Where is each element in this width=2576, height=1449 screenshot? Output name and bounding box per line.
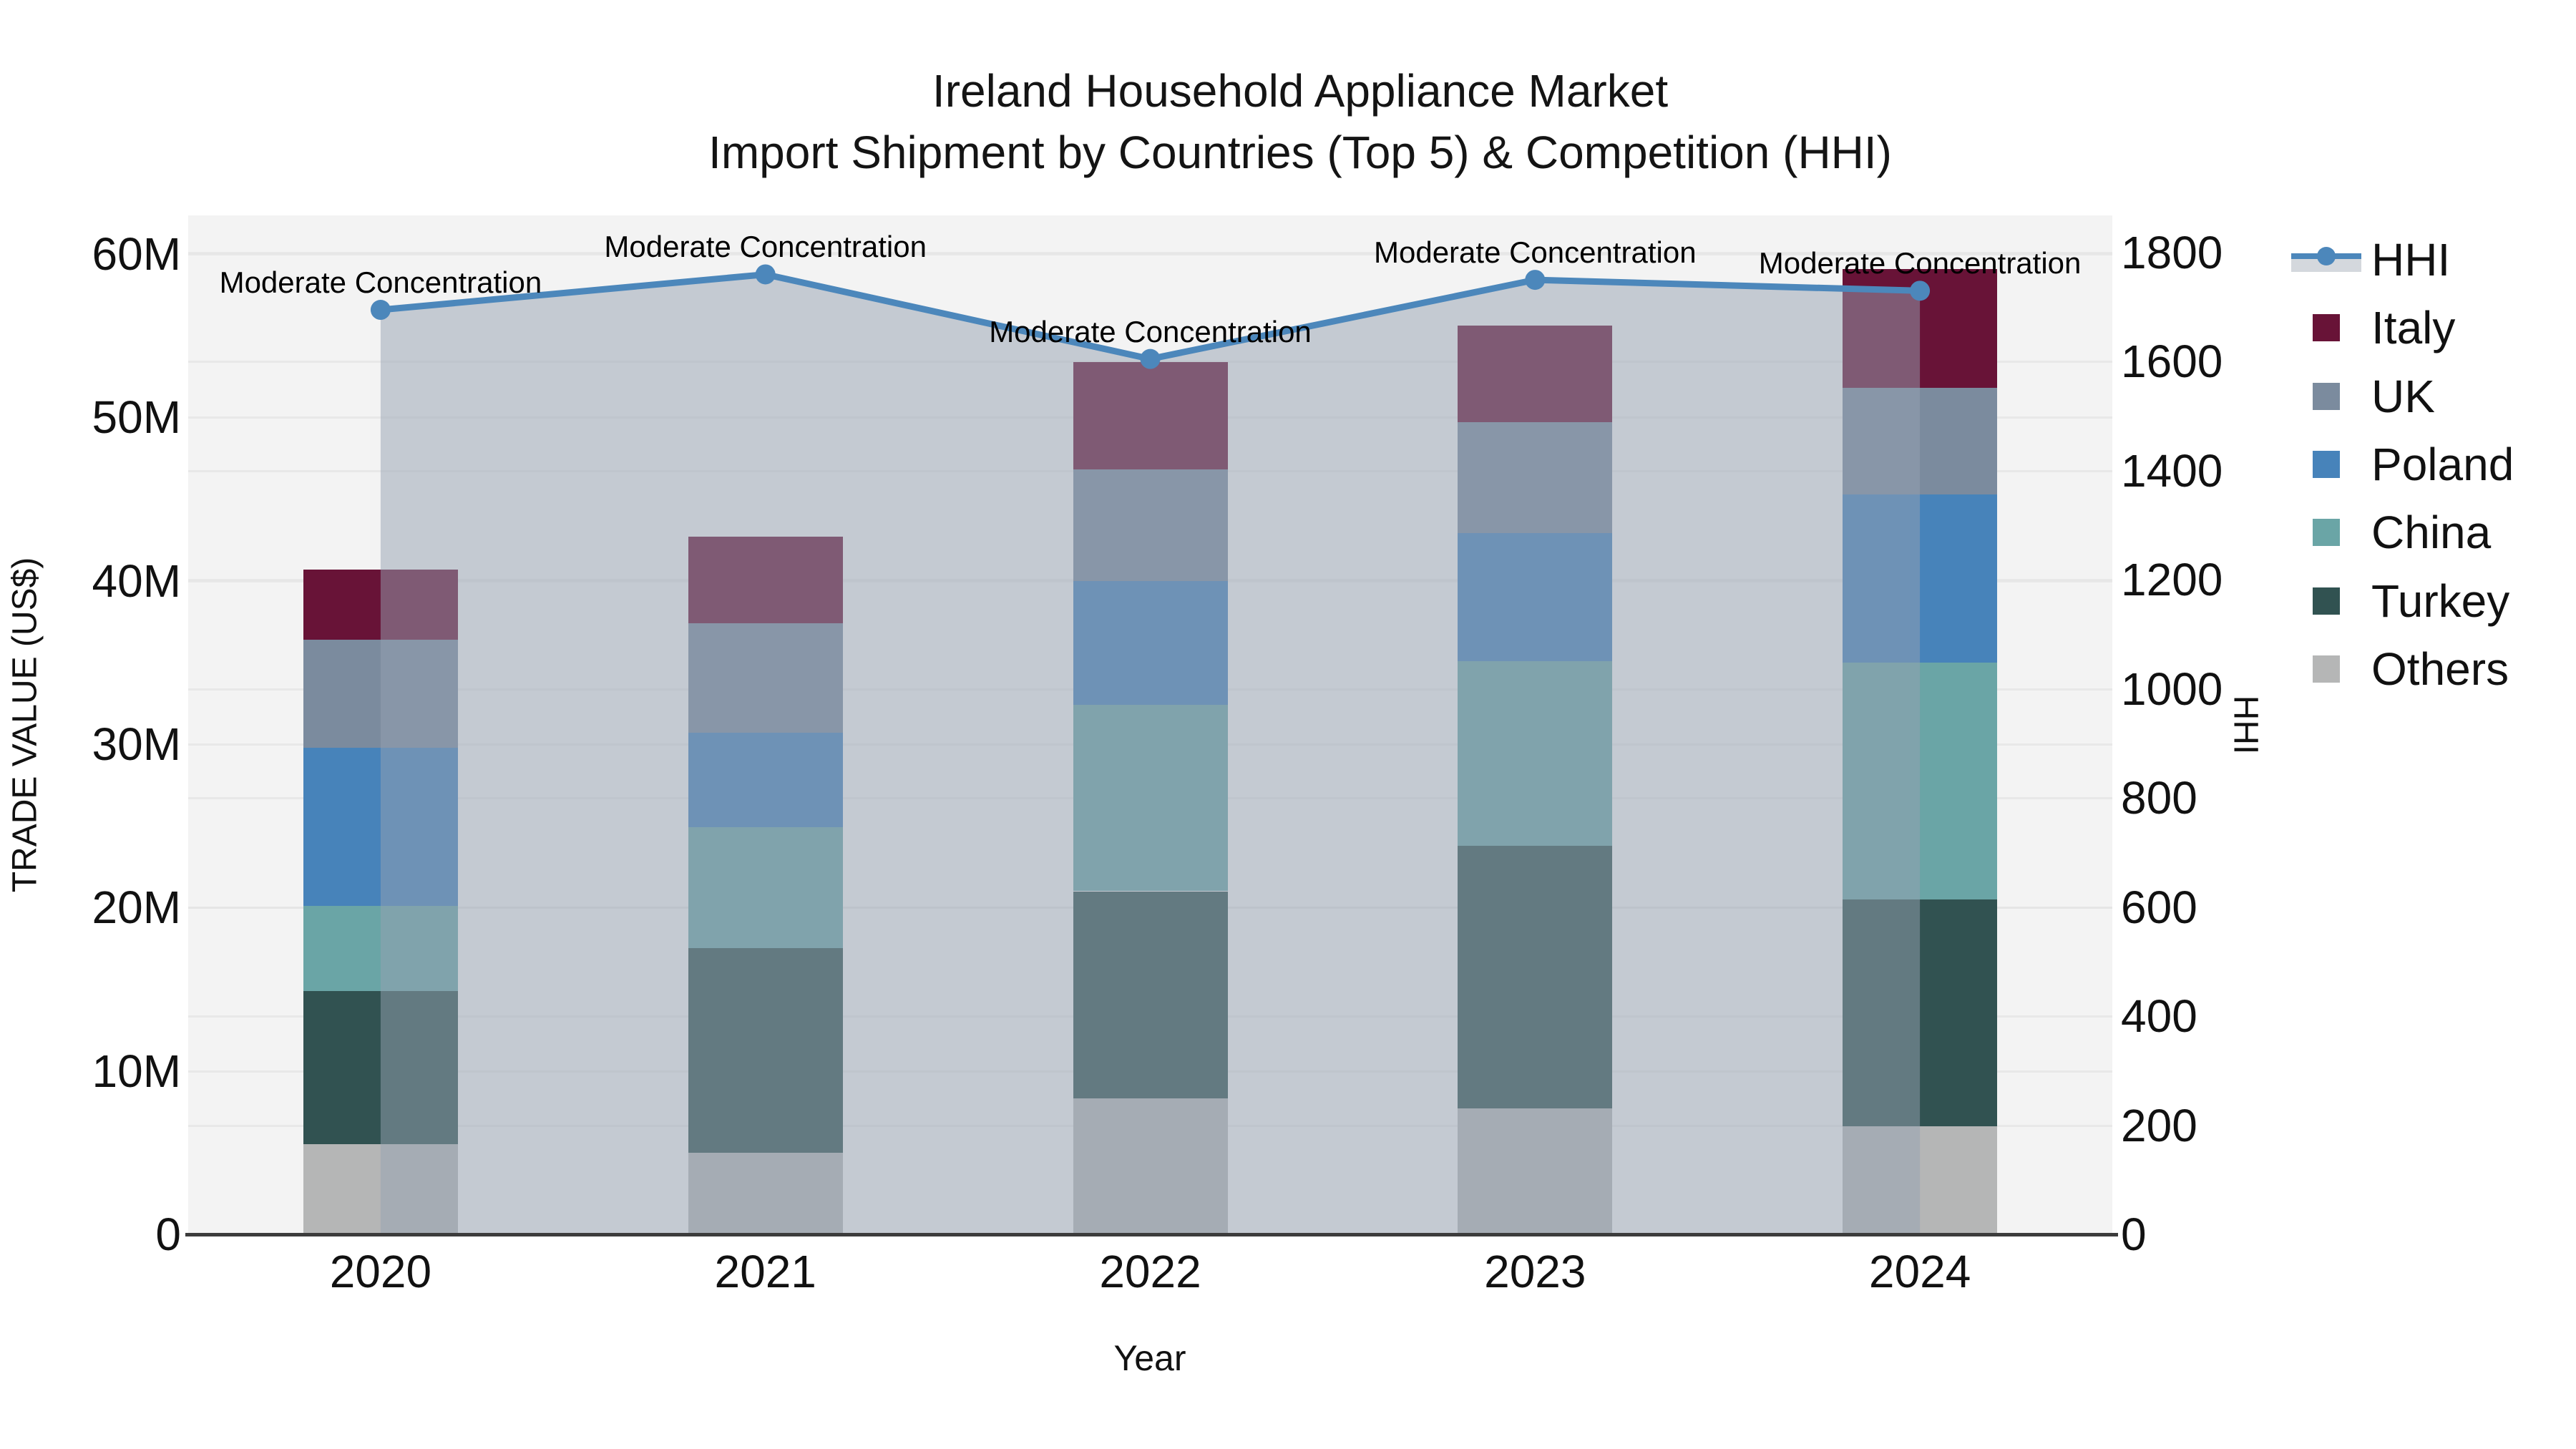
hhi-marker-2023[interactable]: HHI 2023: 1750 bbox=[1525, 270, 1546, 291]
y-left-tick-label: 60M bbox=[92, 228, 182, 280]
annotation-2021: Moderate Concentration bbox=[604, 230, 927, 264]
hhi-marker-2021[interactable]: HHI 2021: 1760 bbox=[755, 264, 776, 285]
y-left-tick-label: 30M bbox=[92, 718, 182, 770]
hhi-marker-2024[interactable]: HHI 2024: 1730 bbox=[1910, 280, 1931, 301]
y-right-tick-label: 400 bbox=[2121, 990, 2197, 1043]
annotation-2024: Moderate Concentration bbox=[1758, 246, 2082, 280]
legend-item-label: Poland bbox=[2371, 438, 2514, 490]
x-tick-2022: 2022 bbox=[1099, 1246, 1201, 1297]
x-axis-line bbox=[185, 1233, 2118, 1236]
gridline-trade-value bbox=[188, 253, 2112, 255]
legend-item-uk[interactable]: UK bbox=[2313, 374, 2435, 419]
legend-item-china[interactable]: China bbox=[2313, 509, 2491, 555]
y-right-tick-label: 1800 bbox=[2121, 227, 2223, 278]
y-right-tick-label: 1400 bbox=[2121, 444, 2223, 497]
y-axis-right-title: HHI bbox=[2226, 695, 2265, 755]
gridline-hhi bbox=[188, 252, 2112, 254]
poland-swatch-icon bbox=[2313, 450, 2340, 478]
italy-swatch-icon bbox=[2313, 314, 2340, 342]
annotation-2020: Moderate Concentration bbox=[219, 265, 542, 300]
legend-item-label: Others bbox=[2371, 643, 2509, 695]
legend-item-label: China bbox=[2371, 507, 2492, 559]
y-right-tick-label: 600 bbox=[2121, 881, 2197, 933]
hhi-legend-line-icon bbox=[2291, 245, 2361, 275]
x-tick-2024: 2024 bbox=[1868, 1246, 1971, 1297]
y-right-tick-label: 1600 bbox=[2121, 336, 2223, 388]
y-left-tick-label: 40M bbox=[92, 555, 182, 607]
hhi-marker-2020[interactable]: HHI 2020: 1695 bbox=[370, 300, 391, 321]
x-tick-2023: 2023 bbox=[1484, 1246, 1586, 1297]
chart-title-line1: Ireland Household Appliance Market bbox=[932, 65, 1669, 117]
y-left-tick-label: 50M bbox=[92, 391, 182, 444]
y-right-tick-label: 0 bbox=[2121, 1209, 2147, 1260]
hhi-area-fill bbox=[380, 274, 1921, 1234]
hhi-marker-2022[interactable]: HHI 2022: 1605 bbox=[1140, 348, 1161, 369]
x-tick-2021: 2021 bbox=[714, 1246, 816, 1297]
y-right-tick-label: 800 bbox=[2121, 772, 2197, 824]
x-tick-2020: 2020 bbox=[329, 1246, 432, 1297]
y-right-tick-label: 200 bbox=[2121, 1099, 2197, 1151]
x-axis-title: Year bbox=[1113, 1338, 1186, 1378]
legend-item-poland[interactable]: Poland bbox=[2313, 441, 2514, 487]
legend-item-turkey[interactable]: Turkey bbox=[2313, 578, 2509, 624]
annotation-2023: Moderate Concentration bbox=[1373, 235, 1697, 270]
legend-item-label: UK bbox=[2371, 370, 2435, 422]
legend-item-label: Turkey bbox=[2371, 575, 2510, 627]
turkey-swatch-icon bbox=[2313, 587, 2340, 615]
legend-item-italy[interactable]: Italy bbox=[2313, 305, 2455, 351]
y-axis-left-title: TRADE VALUE (US$) bbox=[6, 557, 44, 893]
y-right-tick-label: 1200 bbox=[2121, 554, 2223, 606]
y-left-tick-label: 0 bbox=[155, 1209, 181, 1260]
y-right-tick-label: 1000 bbox=[2121, 663, 2223, 715]
legend-item-others[interactable]: Others bbox=[2313, 646, 2509, 692]
chart-title-line2: Import Shipment by Countries (Top 5) & C… bbox=[708, 127, 1892, 178]
legend-item-label: HHI bbox=[2371, 234, 2451, 286]
y-left-tick-label: 10M bbox=[92, 1045, 182, 1097]
others-swatch-icon bbox=[2313, 655, 2340, 683]
china-swatch-icon bbox=[2313, 519, 2340, 547]
annotation-2022: Moderate Concentration bbox=[989, 314, 1312, 348]
y-left-tick-label: 20M bbox=[92, 882, 182, 934]
uk-swatch-icon bbox=[2313, 382, 2340, 410]
chart-title: Ireland Household Appliance Market Impor… bbox=[708, 60, 1892, 183]
legend-item-label: Italy bbox=[2371, 302, 2456, 354]
legend-item-hhi[interactable]: HHI bbox=[2291, 234, 2451, 286]
